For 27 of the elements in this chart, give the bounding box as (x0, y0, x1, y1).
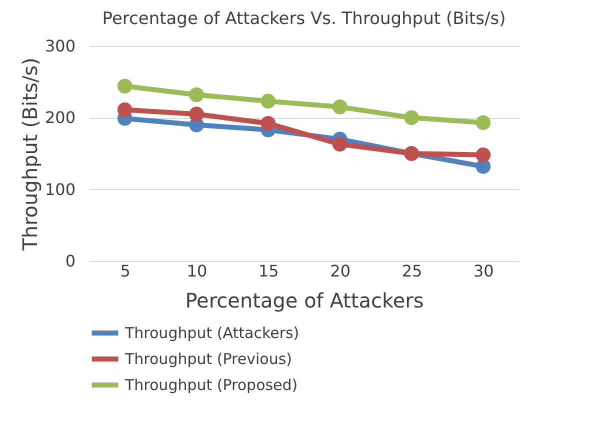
x-axis-title: Percentage of Attackers (185, 288, 424, 312)
legend-label: Throughput (Attackers) (124, 324, 300, 342)
y-tick-label: 300 (44, 36, 76, 56)
point (260, 94, 276, 109)
y-tick-label: 100 (44, 180, 76, 199)
x-tick-label: 15 (258, 262, 279, 280)
point (332, 136, 348, 152)
point (476, 115, 491, 130)
point (404, 110, 419, 126)
x-tick-label: 10 (186, 262, 208, 280)
y-tick-label: 200 (44, 108, 76, 128)
x-tick-label: 20 (330, 262, 351, 280)
point (117, 102, 132, 118)
point (189, 87, 204, 102)
point (260, 116, 276, 131)
point (332, 100, 348, 114)
legend-label: Throughput (Proposed) (124, 376, 298, 394)
y-tick-label: 0 (65, 252, 76, 270)
x-tick-label: 30 (473, 262, 494, 280)
point (476, 148, 491, 162)
legend-label: Throughput (Previous) (124, 350, 292, 368)
x-tick-label: 5 (120, 262, 130, 280)
chart-title: Percentage of Attackers Vs. Throughput (Bits/s) (102, 9, 506, 29)
y-axis-title: Throughput (Bits/s) (18, 58, 42, 252)
point (189, 106, 204, 122)
x-tick-label: 25 (402, 262, 422, 280)
point (117, 78, 132, 94)
